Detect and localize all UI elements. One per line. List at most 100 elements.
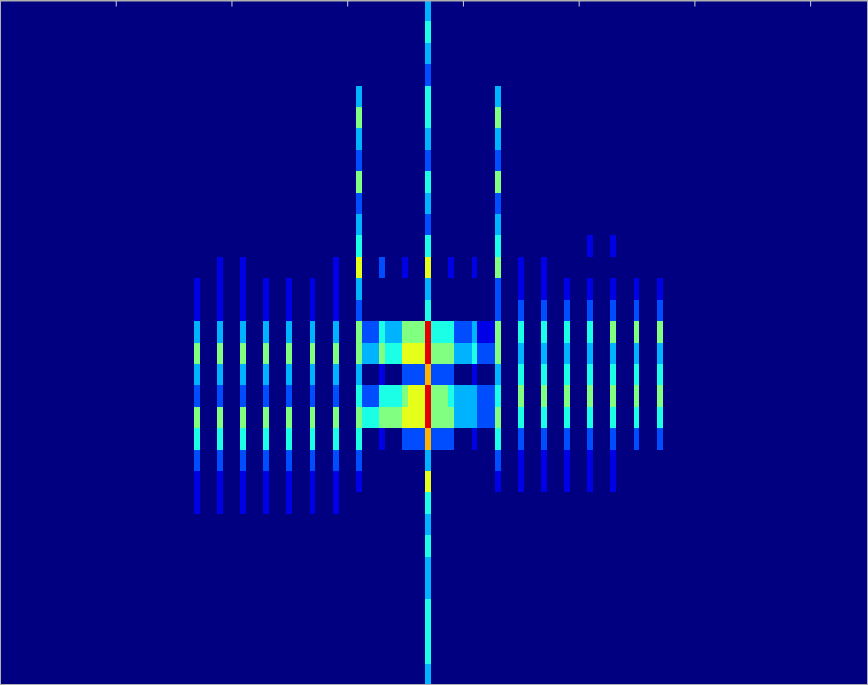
- heatmap-cell: [269, 150, 286, 171]
- heatmap-cell: [292, 64, 309, 85]
- heatmap-cell: [217, 450, 223, 471]
- heatmap-cell: [269, 107, 286, 128]
- heatmap-cell: [240, 599, 246, 620]
- heatmap-cell: [639, 578, 656, 599]
- heatmap-cell: [564, 407, 570, 428]
- heatmap-cell: [246, 86, 263, 107]
- heatmap-cell: [610, 64, 616, 85]
- heatmap-cell: [639, 321, 656, 342]
- heatmap-cell: [315, 621, 332, 642]
- heatmap-cell: [315, 578, 332, 599]
- heatmap-cell: [194, 64, 200, 85]
- heatmap-cell: [217, 642, 223, 663]
- heatmap-cell: [593, 107, 610, 128]
- heatmap-cell: [448, 257, 454, 278]
- heatmap-cell: [217, 193, 223, 214]
- heatmap-cell: [524, 535, 541, 556]
- heatmap-cell: [564, 43, 570, 64]
- heatmap-cell: [333, 642, 339, 663]
- heatmap-cell: [472, 407, 478, 428]
- heatmap-cell: [495, 0, 501, 21]
- heatmap-cell: [200, 557, 217, 578]
- heatmap-cell: [223, 0, 240, 21]
- heatmap-cell: [310, 343, 316, 364]
- heatmap-cell: [634, 300, 640, 321]
- heatmap-cell: [425, 86, 431, 107]
- heatmap-cell: [385, 235, 402, 256]
- heatmap-cell: [402, 578, 408, 599]
- heatmap-cell: [379, 235, 385, 256]
- heatmap-cell: [315, 150, 332, 171]
- heatmap-cell: [194, 128, 200, 149]
- heatmap-cell: [541, 428, 547, 449]
- heatmap-cell: [223, 86, 240, 107]
- heatmap-cell: [448, 471, 454, 492]
- heatmap-cell: [315, 171, 332, 192]
- heatmap-cell: [425, 642, 431, 663]
- heatmap-cell: [472, 364, 478, 385]
- heatmap-cell: [333, 64, 339, 85]
- heatmap-cell: [362, 428, 379, 449]
- heatmap-cell: [570, 578, 587, 599]
- heatmap-cell: [616, 257, 633, 278]
- heatmap-cell: [547, 471, 564, 492]
- heatmap-cell: [425, 535, 431, 556]
- heatmap-cell: [541, 150, 547, 171]
- heatmap-cell: [477, 471, 494, 492]
- heatmap-cell: [477, 321, 494, 342]
- heatmap-cell: [223, 257, 240, 278]
- heatmap-cell: [431, 599, 448, 620]
- heatmap-cell: [477, 343, 494, 364]
- heatmap-cell: [286, 599, 292, 620]
- heatmap-cell: [310, 43, 316, 64]
- heatmap-cell: [315, 321, 332, 342]
- heatmap-cell: [570, 450, 587, 471]
- heatmap-cell: [541, 492, 547, 513]
- heatmap-cell: [217, 578, 223, 599]
- heatmap-cell: [223, 21, 240, 42]
- heatmap-cell: [240, 621, 246, 642]
- heatmap-cell: [246, 450, 263, 471]
- heatmap-cell: [593, 193, 610, 214]
- heatmap-cell: [547, 642, 564, 663]
- heatmap-cell: [362, 557, 379, 578]
- heatmap-cell: [356, 278, 362, 299]
- heatmap-cell: [402, 621, 408, 642]
- heatmap-cell: [639, 343, 656, 364]
- heatmap-cell: [524, 86, 541, 107]
- heatmap-cell: [477, 364, 494, 385]
- heatmap-cell: [385, 257, 402, 278]
- heatmap-cell: [385, 300, 402, 321]
- heatmap-cell: [639, 64, 656, 85]
- heatmap-cell: [547, 621, 564, 642]
- heatmap-cell: [310, 407, 316, 428]
- heatmap-cell: [570, 492, 587, 513]
- heatmap-cell: [223, 385, 240, 406]
- heatmap-cell: [524, 171, 541, 192]
- heatmap-cell: [339, 107, 356, 128]
- heatmap-cell: [315, 214, 332, 235]
- heatmap-cell: [524, 278, 541, 299]
- heatmap-cell: [448, 128, 454, 149]
- heatmap-cell: [194, 599, 200, 620]
- heatmap-cell: [472, 150, 478, 171]
- heatmap-cell: [454, 86, 471, 107]
- heatmap-cell: [454, 664, 471, 685]
- heatmap-cell: [263, 0, 269, 21]
- heatmap-cell: [217, 535, 223, 556]
- heatmap-cell: [524, 578, 541, 599]
- heatmap-cell: [310, 514, 316, 535]
- heatmap-cell: [472, 43, 478, 64]
- heatmap-cell: [339, 300, 356, 321]
- heatmap-cell: [524, 664, 541, 685]
- heatmap-cell: [570, 428, 587, 449]
- heatmap-cell: [194, 621, 200, 642]
- heatmap-cell: [339, 128, 356, 149]
- heatmap-cell: [402, 21, 408, 42]
- heatmap-cell: [454, 343, 471, 364]
- heatmap-cell: [333, 557, 339, 578]
- heatmap-cell: [362, 128, 379, 149]
- heatmap-cell: [385, 599, 402, 620]
- heatmap-cell: [408, 300, 425, 321]
- heatmap-cell: [524, 557, 541, 578]
